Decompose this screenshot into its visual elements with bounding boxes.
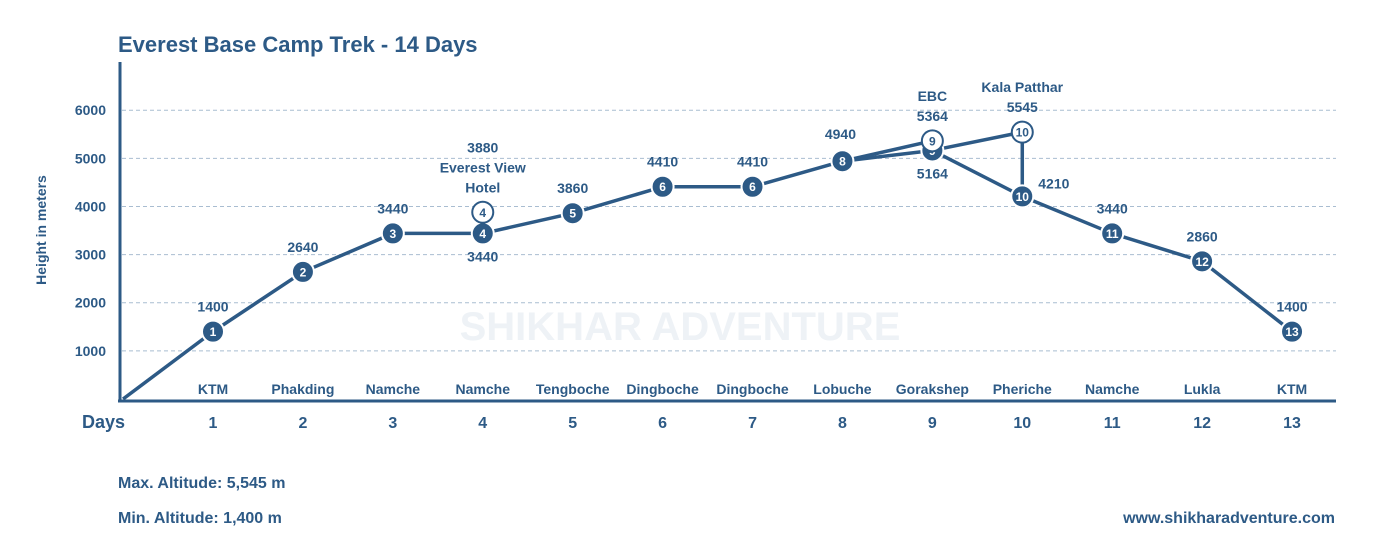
y-ticks: 1000 2000 3000 4000 5000 6000 bbox=[75, 102, 106, 359]
side-trip-node-label: 4 bbox=[479, 206, 486, 220]
side-trip-node-day-4 bbox=[471, 200, 495, 224]
node-label: 4 bbox=[479, 227, 486, 241]
altitude-label: 4210 bbox=[1038, 175, 1069, 191]
place-label: KTM bbox=[198, 381, 228, 397]
side-trip-label: 3880 bbox=[467, 139, 498, 155]
node-label: 6 bbox=[659, 180, 666, 194]
x-tick-label: 8 bbox=[838, 415, 847, 432]
altitude-label: 1400 bbox=[197, 299, 228, 315]
side-trip-label: Everest View bbox=[440, 159, 526, 175]
watermark: SHIKHAR ADVENTURE bbox=[460, 305, 901, 349]
x-tick-label: 10 bbox=[1013, 415, 1031, 432]
node-label: 5 bbox=[569, 207, 576, 221]
y-tick-label: 2000 bbox=[75, 295, 106, 311]
grid-lines bbox=[122, 109, 1336, 352]
x-tick-label: 3 bbox=[388, 415, 397, 432]
node-label: 2 bbox=[300, 265, 307, 279]
node-label: 12 bbox=[1195, 255, 1209, 269]
altitude-label: 2640 bbox=[287, 239, 318, 255]
y-tick-label: 6000 bbox=[75, 102, 106, 118]
altitude-label: 4410 bbox=[737, 154, 768, 170]
x-axis-label: Days bbox=[82, 412, 125, 432]
x-tick-label: 5 bbox=[568, 415, 577, 432]
altitude-label: 3440 bbox=[377, 200, 408, 216]
node-day-11 bbox=[1100, 221, 1125, 246]
place-label: Namche bbox=[456, 381, 511, 397]
node-day-8 bbox=[830, 149, 855, 174]
x-tick-label: 4 bbox=[478, 415, 487, 432]
node-label: 1 bbox=[210, 325, 217, 339]
node-day-10 bbox=[1010, 184, 1035, 209]
node-day-7 bbox=[740, 174, 765, 199]
place-label: Tengboche bbox=[536, 381, 610, 397]
chart-title: Everest Base Camp Trek - 14 Days bbox=[118, 32, 478, 57]
altitude-label: 4410 bbox=[647, 154, 678, 170]
route-lines bbox=[122, 130, 1294, 401]
x-tick-label: 6 bbox=[658, 415, 667, 432]
side-trip-node-label: 9 bbox=[929, 134, 936, 148]
altitude-label: 5164 bbox=[917, 165, 948, 181]
place-label: Phakding bbox=[271, 381, 334, 397]
side-trip-line bbox=[932, 130, 1023, 153]
altitude-label: 2860 bbox=[1187, 228, 1218, 244]
place-label: Namche bbox=[1085, 381, 1140, 397]
x-tick-label: 11 bbox=[1104, 415, 1121, 432]
node-day-13 bbox=[1280, 319, 1305, 344]
node-day-1 bbox=[201, 319, 225, 344]
y-tick-label: 1000 bbox=[75, 343, 106, 359]
side-trip-label: 5545 bbox=[1007, 99, 1038, 115]
place-label: KTM bbox=[1277, 381, 1307, 397]
side-trip-label: EBC bbox=[918, 88, 948, 104]
node-label: 10 bbox=[1016, 190, 1030, 204]
place-labels: KTM Phakding Namche Namche Tengboche Dingboch… bbox=[198, 381, 1307, 397]
altitude-label: 3860 bbox=[557, 180, 588, 196]
place-label: Namche bbox=[366, 381, 421, 397]
y-axis-label: Height in meters bbox=[33, 175, 49, 285]
y-tick-label: 5000 bbox=[75, 150, 106, 166]
side-trip-label: 5364 bbox=[917, 108, 948, 124]
x-tick-label: 7 bbox=[748, 415, 757, 432]
node-label: 8 bbox=[839, 155, 846, 169]
side-trip-label: Kala Patthar bbox=[981, 79, 1063, 95]
node-label: 11 bbox=[1106, 227, 1119, 241]
altitude-label: 3440 bbox=[1097, 200, 1128, 216]
node-day-5 bbox=[560, 201, 585, 226]
side-trip-line bbox=[842, 139, 933, 163]
node-day-3 bbox=[380, 221, 405, 246]
place-label: Pheriche bbox=[993, 381, 1052, 397]
min-altitude: Min. Altitude: 1,400 m bbox=[118, 510, 282, 527]
side-trip-node-label: 10 bbox=[1016, 126, 1030, 140]
x-tick-label: 13 bbox=[1283, 415, 1301, 432]
max-altitude: Max. Altitude: 5,545 m bbox=[118, 475, 285, 492]
place-label: Gorakshep bbox=[896, 381, 969, 397]
node-label: 13 bbox=[1285, 325, 1299, 339]
node-label: 6 bbox=[749, 180, 756, 194]
y-tick-label: 4000 bbox=[75, 198, 106, 214]
altitude-label: 3440 bbox=[467, 248, 498, 264]
place-label: Lobuche bbox=[813, 381, 872, 397]
place-label: Dingboche bbox=[626, 381, 699, 397]
website-link[interactable]: www.shikharadventure.com bbox=[1122, 510, 1335, 527]
x-tick-label: 1 bbox=[209, 415, 218, 432]
place-label: Lukla bbox=[1184, 381, 1221, 397]
x-tick-label: 2 bbox=[298, 415, 307, 432]
place-label: Dingboche bbox=[716, 381, 789, 397]
node-day-6 bbox=[650, 174, 675, 199]
x-ticks: 1 2 3 4 5 6 7 8 9 10 11 12 13 bbox=[209, 415, 1301, 432]
x-tick-label: 12 bbox=[1193, 415, 1211, 432]
route-nodes: 123456689101112134910 bbox=[201, 120, 1305, 344]
side-trip-node-day-10 bbox=[1010, 120, 1034, 144]
route-line bbox=[122, 148, 1294, 401]
altitude-label: 4940 bbox=[825, 126, 856, 142]
side-trip-node-day-9 bbox=[920, 129, 944, 153]
node-label: 3 bbox=[389, 227, 396, 241]
node-day-12 bbox=[1190, 249, 1215, 274]
side-trip-label: Hotel bbox=[465, 179, 500, 195]
node-day-2 bbox=[290, 259, 315, 284]
x-tick-label: 9 bbox=[928, 415, 937, 432]
y-tick-label: 3000 bbox=[75, 247, 106, 263]
altitude-label: 1400 bbox=[1276, 299, 1307, 315]
